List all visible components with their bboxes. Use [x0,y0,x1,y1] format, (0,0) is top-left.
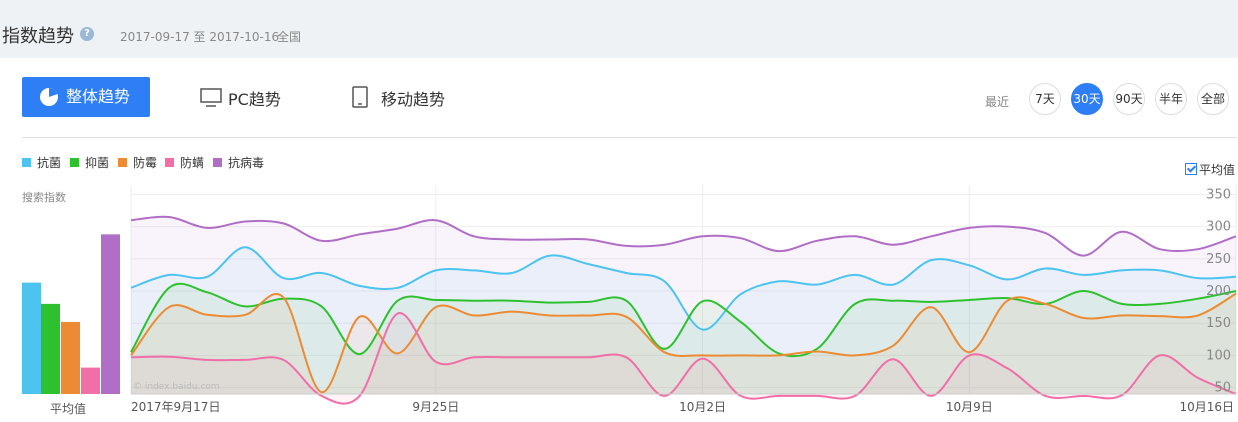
average-bar-chart [22,234,120,394]
range-7-days-button[interactable]: 7天 [1029,83,1061,115]
legend-swatch [213,158,222,167]
average-bar-1[interactable] [41,303,60,394]
range-30-days-button[interactable]: 30天 [1071,83,1103,115]
tab-mobile-trend[interactable]: 移动趋势 [381,90,446,109]
legend-swatch [165,158,174,167]
date-range: 2017-09-17 至 2017-10-16 [120,30,280,44]
top-bar: 指数趋势 ? 2017-09-17 至 2017-10-16 全国 [0,0,1238,58]
legend-label: 抑菌 [85,156,110,170]
y-tick-label: 100 [1206,348,1231,363]
series-area-1 [131,283,1236,394]
region-label: 全国 [277,30,302,44]
legend-item-0[interactable]: 抗菌 [22,154,61,171]
x-tick-label: 10月2日 [679,400,726,414]
series-area-2 [131,293,1236,394]
monitor-icon [200,88,222,107]
legend-label: 防霉 [133,156,158,170]
legend-item-3[interactable]: 防螨 [165,154,204,171]
mobile-phone-icon [352,86,368,108]
x-tick-label: 10月9日 [946,400,993,414]
page-title: 指数趋势 [2,26,74,47]
legend-swatch [118,158,127,167]
legend-label: 抗菌 [37,156,62,170]
average-bar-0[interactable] [22,282,41,394]
series-area-3 [131,313,1236,404]
series-area-0 [131,247,1236,394]
range-label: 最近 [985,95,1010,109]
tab-overall-trend[interactable]: 整体趋势 [22,77,150,117]
series-line-0[interactable] [130,246,1237,331]
x-tick-label: 10月16日 [1179,400,1234,414]
watermark: © index.baidu.com [133,382,220,392]
y-tick-label: 50 [1214,381,1231,396]
average-bars-label: 平均值 [50,402,87,416]
y-tick-label: 350 [1206,187,1231,202]
average-toggle-label: 平均值 [1199,163,1236,177]
range-all-button[interactable]: 全部 [1197,83,1229,115]
y-tick-label: 200 [1206,284,1231,299]
range-half-year-button[interactable]: 半年 [1155,83,1187,115]
legend-label: 抗病毒 [228,156,265,170]
series-line-3[interactable] [130,312,1237,405]
legend-swatch [22,158,31,167]
legend-item-2[interactable]: 防霉 [118,154,157,171]
legend-item-4[interactable]: 抗病毒 [213,154,264,171]
divider [22,137,1237,138]
checkbox-checked-icon [1185,163,1197,175]
average-bar-4[interactable] [101,234,120,394]
pie-chart-icon [40,87,58,106]
average-bar-3[interactable] [81,367,100,394]
legend-item-1[interactable]: 抑菌 [70,154,109,171]
y-tick-label: 250 [1206,252,1231,267]
range-90-days-button[interactable]: 90天 [1113,83,1145,115]
series-line-2[interactable] [130,292,1237,394]
y-tick-label: 150 [1206,316,1231,331]
question-icon[interactable]: ? [80,27,94,41]
y-axis-label: 搜索指数 [22,191,66,204]
tab-pc-trend[interactable]: PC趋势 [228,90,281,109]
series-line-4[interactable] [130,215,1237,257]
tab-overall-label: 整体趋势 [66,87,131,106]
plot-area [131,185,1236,394]
y-tick-label: 300 [1206,220,1231,235]
legend-label: 防螨 [180,156,205,170]
legend-swatch [70,158,79,167]
average-toggle[interactable]: 平均值 [1185,161,1235,178]
x-tick-label: 2017年9月17日 [131,400,220,414]
average-bar-2[interactable] [61,321,80,394]
series-area-4 [131,216,1236,394]
x-tick-label: 9月25日 [412,400,459,414]
